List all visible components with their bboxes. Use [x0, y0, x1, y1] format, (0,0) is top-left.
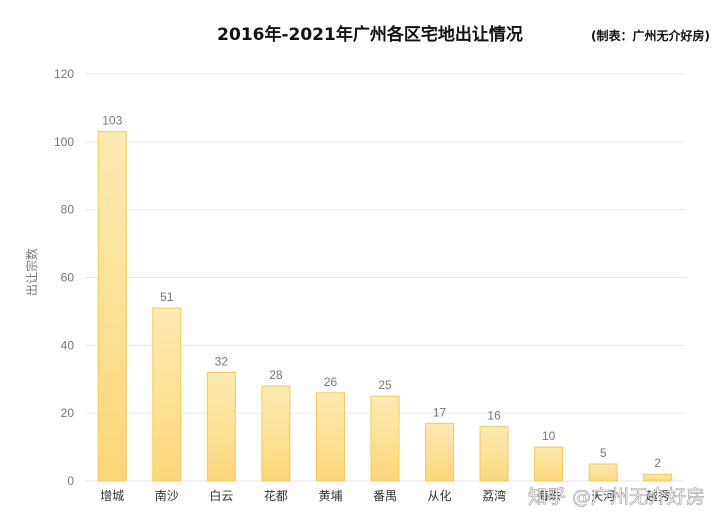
category-label: 黄埔: [318, 489, 342, 503]
value-label: 28: [269, 368, 283, 382]
y-tick-label: 20: [61, 406, 75, 420]
bar: [643, 473, 673, 482]
y-tick-label: 0: [67, 474, 74, 488]
value-label: 26: [324, 375, 338, 389]
category-label: 越秀: [646, 489, 670, 503]
value-label: 25: [378, 378, 392, 392]
value-label: 103: [102, 114, 122, 128]
category-label: 天河: [591, 489, 615, 503]
value-label: 16: [487, 409, 501, 423]
y-axis-label: 出让宗数: [24, 248, 39, 296]
bar: [588, 463, 618, 482]
y-tick-label: 100: [54, 135, 74, 149]
gridlines: [85, 73, 685, 482]
bar: [152, 307, 182, 482]
value-label: 51: [160, 290, 174, 304]
chart-credit: (制表：广州无介好房): [591, 28, 710, 43]
bar: [315, 392, 345, 482]
category-labels: 增城 南沙 白云 花都 黄埔 番禺 从化 荔湾 海珠 天河 越秀: [100, 488, 669, 503]
bars: [97, 131, 673, 482]
watermark: 知乎 @广州无介好房: [528, 486, 705, 508]
category-label: 白云: [209, 488, 233, 503]
category-label: 花都: [264, 488, 288, 503]
value-label: 5: [600, 446, 607, 460]
value-labels: 103 51 32 28 26 25 17 16 10 5 2: [102, 114, 661, 471]
value-label: 32: [215, 354, 229, 368]
bar: [425, 422, 455, 482]
category-label: 从化: [428, 489, 452, 503]
y-tick-label: 80: [61, 203, 75, 217]
bar: [261, 385, 291, 482]
chart-title: 2016年-2021年广州各区宅地出让情况: [217, 24, 523, 45]
bar: [97, 131, 127, 482]
value-label: 17: [433, 405, 447, 419]
category-label: 增城: [100, 489, 124, 503]
value-label: 10: [542, 429, 556, 443]
bar: [370, 395, 400, 482]
bar: [534, 446, 564, 482]
category-label: 海珠: [537, 488, 561, 503]
category-label: 荔湾: [482, 488, 506, 503]
category-label: 南沙: [155, 488, 179, 503]
y-tick-label: 40: [61, 338, 75, 352]
bar: [206, 371, 236, 482]
y-tick-label: 60: [61, 271, 75, 285]
category-label: 番禺: [373, 489, 397, 503]
y-tick-labels: 0 20 40 60 80 100 120: [54, 67, 74, 488]
y-tick-label: 120: [54, 67, 74, 81]
value-label: 2: [654, 456, 661, 470]
bar: [479, 426, 509, 482]
